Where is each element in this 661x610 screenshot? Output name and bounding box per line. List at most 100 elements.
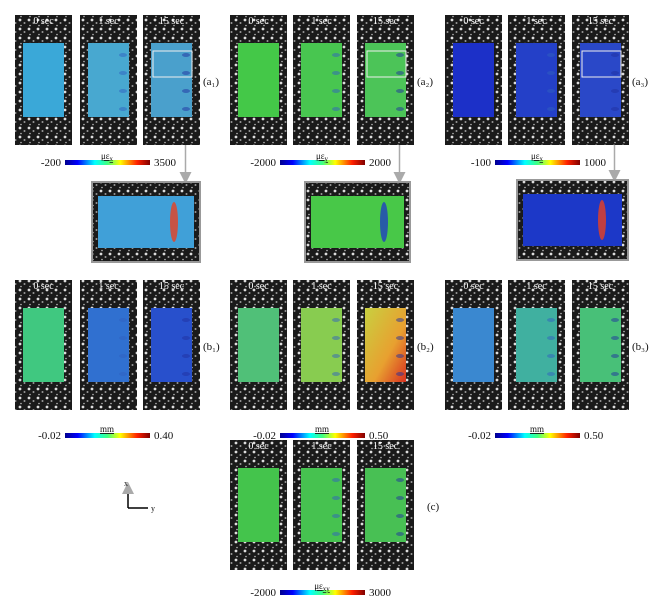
time-label: 1 sec	[311, 281, 332, 292]
strain-spot	[396, 53, 404, 57]
strain-spot	[119, 71, 127, 75]
colorbar-unit: mm	[315, 424, 329, 434]
unit: mm	[315, 424, 329, 434]
strain-spot	[396, 478, 404, 482]
strain-field	[453, 308, 494, 382]
strain-spot	[611, 336, 619, 340]
colorbar-unit: μεxy	[314, 581, 330, 593]
strain-spot	[119, 53, 127, 57]
strain-spot	[332, 532, 340, 536]
strain-spot	[119, 89, 127, 93]
strain-spot	[332, 354, 340, 358]
time-label: 0 sec	[248, 281, 269, 292]
panel-label: (a₂)	[417, 76, 433, 88]
colorbar-max: 3500	[154, 157, 177, 169]
unit-subscript: xy	[323, 585, 331, 593]
axis-x-label: x	[124, 479, 128, 488]
strain-field	[23, 308, 64, 382]
strain-spot	[182, 318, 190, 322]
strain-spot	[396, 318, 404, 322]
strain-spot	[396, 354, 404, 358]
zoom-box	[581, 50, 622, 78]
strain-spot	[611, 354, 619, 358]
strain-spot	[396, 107, 404, 111]
colorbar	[495, 433, 580, 438]
unit: mm	[530, 424, 544, 434]
time-label: 15 sec	[159, 16, 185, 27]
strain-spot	[119, 318, 127, 322]
colorbar-min: -0.02	[468, 430, 491, 442]
strain-spot	[332, 89, 340, 93]
inset-field	[311, 196, 404, 248]
time-label: 1 sec	[311, 441, 332, 452]
colorbar-min: -0.02	[38, 430, 61, 442]
panel-label: (b₂)	[417, 341, 434, 353]
unit-subscript: y	[325, 155, 329, 163]
time-label: 0 sec	[33, 16, 54, 27]
colorbar-unit: mm	[100, 424, 114, 434]
time-label: 0 sec	[248, 441, 269, 452]
strain-spot	[396, 336, 404, 340]
colorbar-max: 0.40	[154, 430, 174, 442]
strain-spot	[611, 318, 619, 322]
colorbar-unit: mm	[530, 424, 544, 434]
strain-spot	[182, 336, 190, 340]
strain-spot	[332, 71, 340, 75]
time-label: 0 sec	[463, 281, 484, 292]
strain-spot	[332, 336, 340, 340]
colorbar-unit: μεx	[101, 151, 114, 163]
strain-spot	[547, 107, 555, 111]
time-label: 1 sec	[526, 16, 547, 27]
time-label: 15 sec	[373, 281, 399, 292]
time-label: 15 sec	[373, 16, 399, 27]
strain-spot	[332, 478, 340, 482]
time-label: 1 sec	[98, 16, 119, 27]
unit: με	[101, 151, 110, 161]
time-label: 15 sec	[588, 281, 614, 292]
panel-group: 0 sec 1 sec 15 sec (b₁) -0.02 0.40 mm	[15, 280, 220, 442]
axis-y-label: y	[151, 504, 155, 513]
inset-field	[98, 196, 194, 248]
strain-field	[238, 43, 279, 117]
panel-group: 0 sec 1 sec 15 sec (b₃) -0.02 0.50 mm	[445, 280, 649, 442]
strain-spot	[547, 71, 555, 75]
strain-spot	[332, 372, 340, 376]
strain-spot	[119, 372, 127, 376]
strain-spot	[182, 354, 190, 358]
colorbar	[280, 433, 365, 438]
time-label: 0 sec	[33, 281, 54, 292]
strain-spot	[396, 532, 404, 536]
colorbar-unit: μεx	[531, 151, 544, 163]
time-label: 1 sec	[98, 281, 119, 292]
strain-spot	[182, 372, 190, 376]
colorbar-min: -200	[41, 157, 62, 169]
axes-icon: x y	[122, 479, 155, 513]
strain-spot	[332, 514, 340, 518]
inset-hotspot	[380, 202, 388, 242]
colorbar-min: -2000	[250, 587, 276, 599]
strain-spot	[547, 354, 555, 358]
strain-spot	[547, 89, 555, 93]
colorbar-max: 3000	[369, 587, 392, 599]
colorbar	[280, 160, 365, 165]
strain-spot	[182, 107, 190, 111]
colorbar-max: 2000	[369, 157, 392, 169]
strain-spot	[396, 89, 404, 93]
panel-label: (b₃)	[632, 341, 649, 353]
colorbar-min: -100	[471, 157, 492, 169]
strain-spot	[332, 496, 340, 500]
colorbar-max: 0.50	[584, 430, 604, 442]
colorbar	[495, 160, 580, 165]
time-label: 0 sec	[463, 16, 484, 27]
panel-group: 0 sec 1 sec 15 sec (a₂) -2000 2000 μεy	[230, 15, 433, 263]
strain-spot	[332, 107, 340, 111]
colorbar-unit: μεy	[316, 151, 329, 163]
panel-group: 0 sec 1 sec 15 sec (a₁) -200 3500 μεx	[15, 15, 219, 263]
time-label: 0 sec	[248, 16, 269, 27]
strain-spot	[547, 53, 555, 57]
panel-label: (a₁)	[203, 76, 219, 88]
strain-spot	[396, 514, 404, 518]
strain-spot	[611, 372, 619, 376]
strain-field	[238, 308, 279, 382]
